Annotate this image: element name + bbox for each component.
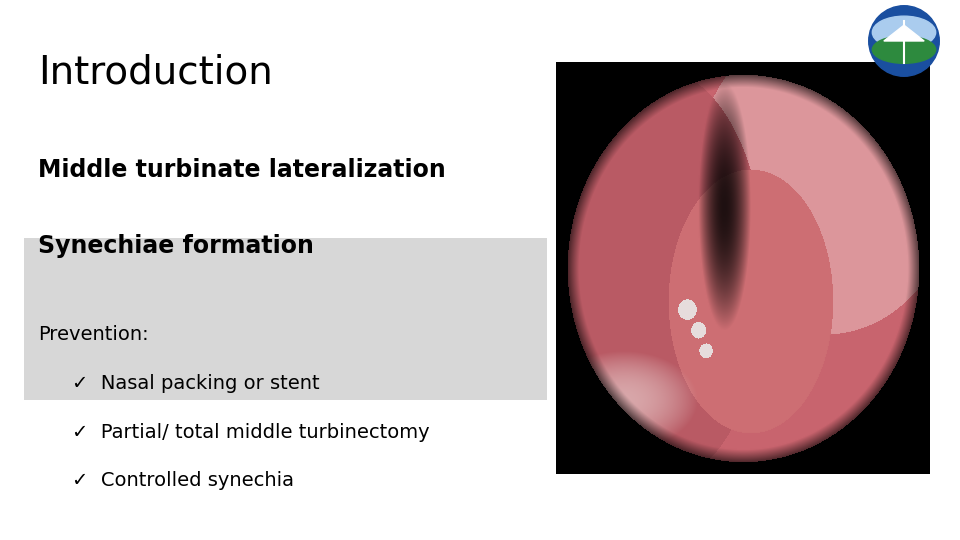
- Circle shape: [869, 6, 939, 76]
- Text: Middle turbinate lateralization: Middle turbinate lateralization: [38, 158, 446, 182]
- Ellipse shape: [873, 36, 936, 63]
- Text: ✓  Controlled synechia: ✓ Controlled synechia: [72, 471, 294, 490]
- Text: Prevention:: Prevention:: [38, 325, 149, 345]
- Text: ✓  Partial/ total middle turbinectomy: ✓ Partial/ total middle turbinectomy: [72, 422, 430, 442]
- Text: ✓  Nasal packing or stent: ✓ Nasal packing or stent: [72, 374, 320, 393]
- FancyBboxPatch shape: [24, 238, 547, 400]
- Text: Introduction: Introduction: [38, 54, 274, 92]
- Ellipse shape: [873, 16, 936, 49]
- Text: Synechiae formation: Synechiae formation: [38, 234, 314, 258]
- Polygon shape: [884, 25, 924, 41]
